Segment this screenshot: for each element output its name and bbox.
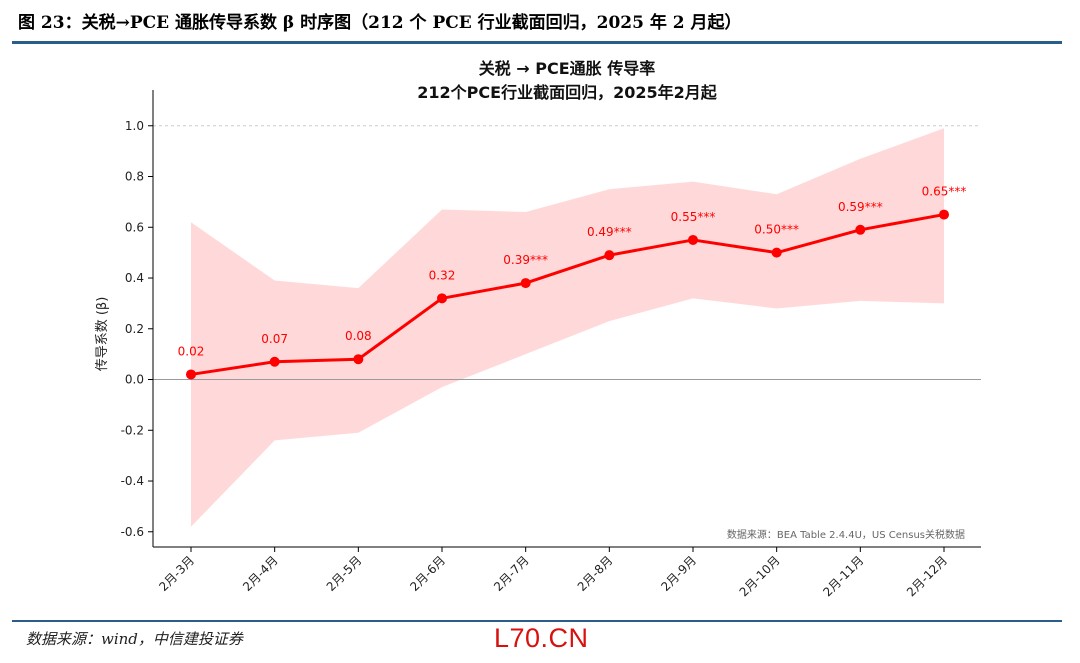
data-label: 0.39*** [503,253,548,267]
x-tick-label: 2月-4月 [240,553,281,594]
chart-note: 数据来源：BEA Table 2.4.4U，US Census关税数据 [727,528,965,541]
data-label: 0.55*** [671,210,716,224]
x-tick-label: 2月-9月 [658,553,699,594]
figure-source: 数据来源：wind，中信建投证券 [26,630,243,648]
x-tick-label: 2月-10月 [737,553,783,599]
y-tick-label: 0.2 [125,322,144,336]
watermark-logo: L70.CN [494,623,589,653]
y-tick-label: -0.6 [121,525,144,539]
x-tick-label: 2月-3月 [156,553,197,594]
data-point [855,224,866,235]
data-point [771,247,782,258]
y-tick-label: 1.0 [125,119,144,133]
data-label: 0.08 [345,329,372,343]
data-point [269,356,280,367]
data-point [520,278,531,289]
x-tick-label: 2月-6月 [407,553,448,594]
chart-title: 关税 → PCE通胀 传导率 [479,59,656,78]
plot-area: 1.0 0.8 0.6 0.4 0.2 0.0 -0.2 -0.4 -0.6 2月-3月 2月-4月… [121,90,981,599]
data-point [604,250,615,261]
chart-canvas: 关税 → PCE通胀 传导率 212个PCE行业截面回归，2025年2月起 传导… [95,59,981,599]
y-tick-label: -0.4 [121,474,144,488]
data-point [688,234,698,245]
data-point [437,293,447,304]
data-label: 0.07 [261,332,288,346]
data-label: 0.49*** [587,225,632,239]
data-label: 0.02 [178,344,205,358]
data-point [186,369,196,380]
data-point [353,354,364,365]
confidence-band [191,128,944,527]
footer-divider [12,620,1062,622]
data-label: 0.59*** [838,200,883,214]
figure-header: 图 23：关税→PCE 通胀传导系数 β 时序图（212 个 PCE 行业截面回… [18,13,742,33]
x-tick-label: 2月-7月 [491,553,532,594]
x-tick-label: 2月-8月 [575,553,616,594]
data-label: 0.32 [429,268,456,282]
header-divider [12,41,1062,44]
y-tick-label: 0.4 [125,271,144,285]
data-label: 0.65*** [922,185,967,199]
x-tick-label: 2月-11月 [820,553,866,599]
chart-subtitle: 212个PCE行业截面回归，2025年2月起 [417,83,717,102]
y-tick-label: 0.6 [125,220,144,234]
y-tick-label: -0.2 [121,423,144,437]
x-tick-label: 2月-5月 [324,553,365,594]
series-line [190,213,945,376]
y-tick-label: 0.0 [125,373,144,387]
data-point [939,209,949,220]
y-axis-label: 传导系数 (β) [95,297,110,372]
y-tick-label: 0.8 [125,170,144,184]
x-tick-label: 2月-12月 [904,553,950,599]
data-label: 0.50*** [754,223,799,237]
